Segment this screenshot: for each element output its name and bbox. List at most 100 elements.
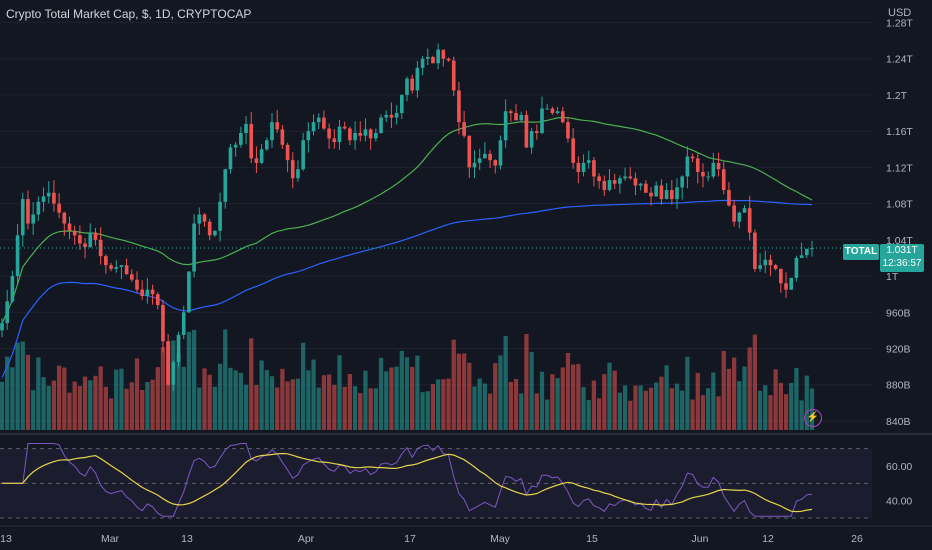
candle-body [290,160,295,179]
time-axis[interactable]: 13 Mar 13 Apr 17 May 15 Jun 12 26 [0,525,932,545]
volume-bar [181,366,186,430]
candle-body [5,301,10,324]
volume-bar [176,353,181,430]
volume-bar [243,384,249,430]
candle-body [799,255,804,258]
volume-bar [150,379,155,430]
candle-body [576,162,581,172]
candle-body [187,271,191,313]
volume-bar [72,381,77,430]
volume-bar [88,380,93,430]
volume-bar [539,371,545,430]
volume-bar [363,370,368,430]
x-tick-label: 12 [762,533,774,545]
bar-countdown: 12:36:57 [882,258,922,269]
volume-bar [690,399,695,430]
volume-bar [451,339,456,430]
volume-bar [233,370,238,430]
candle-body [680,176,685,188]
candle-body [789,277,794,290]
candle-body [140,289,145,296]
volume-bar [238,372,243,430]
candle-body [10,276,15,302]
volume-bar [404,357,410,430]
volume-bar [773,369,778,430]
candle-body [477,158,482,163]
volume-bar [51,380,57,430]
candle-body [701,171,705,177]
volume-bar [20,341,25,430]
ma-blue-line [1,199,813,378]
x-tick-label: 15 [586,533,598,545]
candle-body [514,113,518,121]
candle-body [171,362,176,385]
lightning-bolt-icon[interactable]: ⚡ [804,409,822,427]
volume-bar [368,388,373,430]
candle-body [399,94,404,114]
candle-body [804,248,809,256]
candle-body [280,129,285,145]
candle-body [420,58,425,68]
candle-body [296,169,300,179]
volume-bar [591,380,597,430]
candle-body [259,149,264,163]
candle-body [410,78,415,91]
volume-bar [607,362,612,430]
volume-bar [804,375,809,430]
candle-body [0,323,4,331]
volume-bar [477,378,482,430]
candle-body [368,129,373,139]
volume-bar [0,381,5,430]
candle-body [664,190,669,200]
candle-body [690,156,695,159]
candle-body [441,49,446,59]
candle-body [592,160,596,177]
volume-bar [15,342,20,430]
x-tick-label: 13 [0,533,12,545]
y-tick-label: 920B [886,344,911,356]
volume-bar [503,336,508,430]
currency-label[interactable]: USD [888,7,912,19]
volume-bar [508,382,513,430]
candle-body [644,183,648,193]
volume-bar [124,388,129,430]
candle-body [654,185,659,197]
volume-bar [778,382,783,430]
candle-body [566,122,570,139]
candle-body [192,223,196,272]
volume-bar [576,363,581,430]
volume-bar [467,362,472,430]
x-tick-label: Mar [101,533,120,545]
candle-body [737,212,742,222]
volume-bar [25,354,31,430]
volume-bar [108,398,114,430]
volume-bar [581,387,586,430]
volume-bar [752,334,758,430]
candle-body [612,180,617,184]
candle-body [316,117,321,123]
volume-bar [648,387,654,430]
candle-body [498,140,503,166]
volume-bar [519,393,524,430]
candle-body [109,265,113,269]
volume-bar [794,367,799,430]
candle-body [36,201,41,215]
candle-body [202,214,207,222]
candle-body [166,341,170,385]
volume-bar [384,371,389,430]
volume-bar [269,376,275,430]
volume-bar [36,357,41,430]
volume-bars [0,329,815,430]
candle-body [285,144,290,161]
candle-body [784,283,788,290]
candle-body [462,122,466,136]
candle-body [374,132,378,139]
volume-bar [441,379,446,430]
candle-body [306,131,311,141]
volume-bar [62,367,67,430]
volume-bar [223,329,228,430]
volume-bar [633,385,638,430]
candle-body [405,78,409,95]
price-axis[interactable]: 1.28T 1.24T 1.2T 1.16T 1.12T 1.08T 1.04T 1T 960B… [886,18,913,428]
